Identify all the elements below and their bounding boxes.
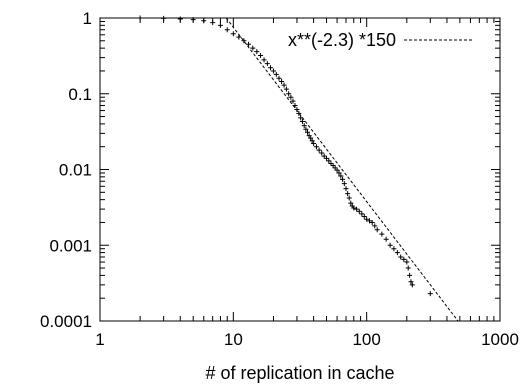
points	[137, 15, 433, 297]
data-point	[224, 27, 230, 33]
data-point	[290, 98, 296, 104]
data-point	[246, 41, 252, 47]
data-point	[374, 227, 380, 233]
data-point	[298, 115, 304, 121]
data-point	[369, 219, 375, 225]
data-point	[334, 167, 340, 173]
fit-line	[225, 17, 459, 322]
x-tick-label: 1000	[481, 330, 519, 349]
data-point	[161, 15, 167, 21]
data-point	[177, 16, 183, 22]
data-point	[217, 22, 223, 28]
data-point	[324, 155, 330, 161]
data-point	[288, 94, 294, 100]
x-ticks: 1 10 100 1000	[95, 18, 519, 349]
data-point	[268, 65, 273, 71]
data-point	[409, 282, 415, 288]
x-axis-label: # of replication in cache	[205, 363, 394, 383]
data-point	[241, 38, 247, 44]
x-tick-label: 1	[95, 330, 104, 349]
data-point	[313, 144, 319, 150]
data-point	[254, 49, 260, 55]
data-point	[190, 17, 196, 23]
legend: x**(-2.3) *150	[288, 30, 472, 50]
data-point	[427, 291, 433, 297]
data-point	[341, 181, 347, 187]
data-point	[258, 52, 264, 58]
data-point	[336, 170, 342, 176]
y-tick-label: 0.01	[59, 161, 92, 180]
plot-frame	[99, 17, 501, 322]
data-point	[273, 71, 279, 77]
data-point	[281, 82, 287, 88]
data-point	[137, 15, 143, 21]
data-point	[264, 61, 270, 67]
data-point	[359, 211, 365, 217]
data-point	[387, 242, 393, 248]
plot-area	[99, 17, 501, 322]
data-point	[408, 279, 414, 285]
data-point	[294, 106, 300, 112]
data-point	[407, 272, 413, 278]
data-point	[383, 236, 389, 242]
data-point	[250, 45, 256, 51]
data-point	[261, 57, 267, 63]
y-ticks: 1 0.1 0.01 0.001 0.0001	[40, 9, 500, 331]
data-point	[319, 150, 325, 156]
data-point	[301, 123, 307, 129]
data-point	[366, 218, 372, 224]
data-point	[276, 75, 282, 81]
data-point	[398, 254, 404, 260]
data-point	[210, 20, 216, 26]
data-point	[303, 126, 309, 132]
data-point	[230, 31, 236, 37]
data-point	[311, 141, 317, 147]
data-point	[236, 34, 242, 40]
data-point	[391, 246, 397, 252]
y-tick-label: 0.0001	[40, 312, 92, 331]
y-tick-label: 1	[83, 9, 92, 28]
data-point	[405, 265, 411, 271]
legend-label: x**(-2.3) *150	[288, 30, 396, 50]
x-tick-label: 10	[224, 330, 243, 349]
data-point	[286, 91, 292, 97]
data-point	[305, 129, 311, 135]
y-tick-label: 0.001	[49, 236, 92, 255]
data-point	[401, 256, 407, 262]
data-point	[356, 208, 362, 214]
data-point	[346, 195, 352, 201]
data-point	[308, 135, 314, 141]
data-point	[279, 79, 285, 85]
data-point	[296, 110, 302, 116]
y-tick-label: 0.1	[68, 85, 92, 104]
data-point	[394, 250, 400, 256]
data-point	[201, 18, 207, 24]
data-point	[372, 223, 378, 229]
x-tick-label: 100	[352, 330, 380, 349]
data-point	[351, 205, 357, 211]
data-point	[343, 186, 349, 192]
data-point	[316, 147, 322, 153]
fit-line-group	[225, 17, 459, 322]
data-point	[283, 86, 289, 92]
data-point	[309, 138, 315, 144]
data-point	[292, 102, 298, 108]
data-point	[340, 176, 346, 182]
data-point	[404, 259, 410, 265]
data-point	[348, 200, 354, 206]
data-point	[361, 213, 367, 219]
data-point	[299, 119, 305, 125]
data-point	[326, 158, 332, 164]
data-point	[270, 68, 276, 74]
data-point	[354, 206, 360, 212]
data-point	[345, 191, 351, 197]
data-point	[364, 216, 370, 222]
data-point	[321, 153, 327, 159]
data-point	[379, 231, 385, 237]
data-point	[338, 173, 344, 179]
